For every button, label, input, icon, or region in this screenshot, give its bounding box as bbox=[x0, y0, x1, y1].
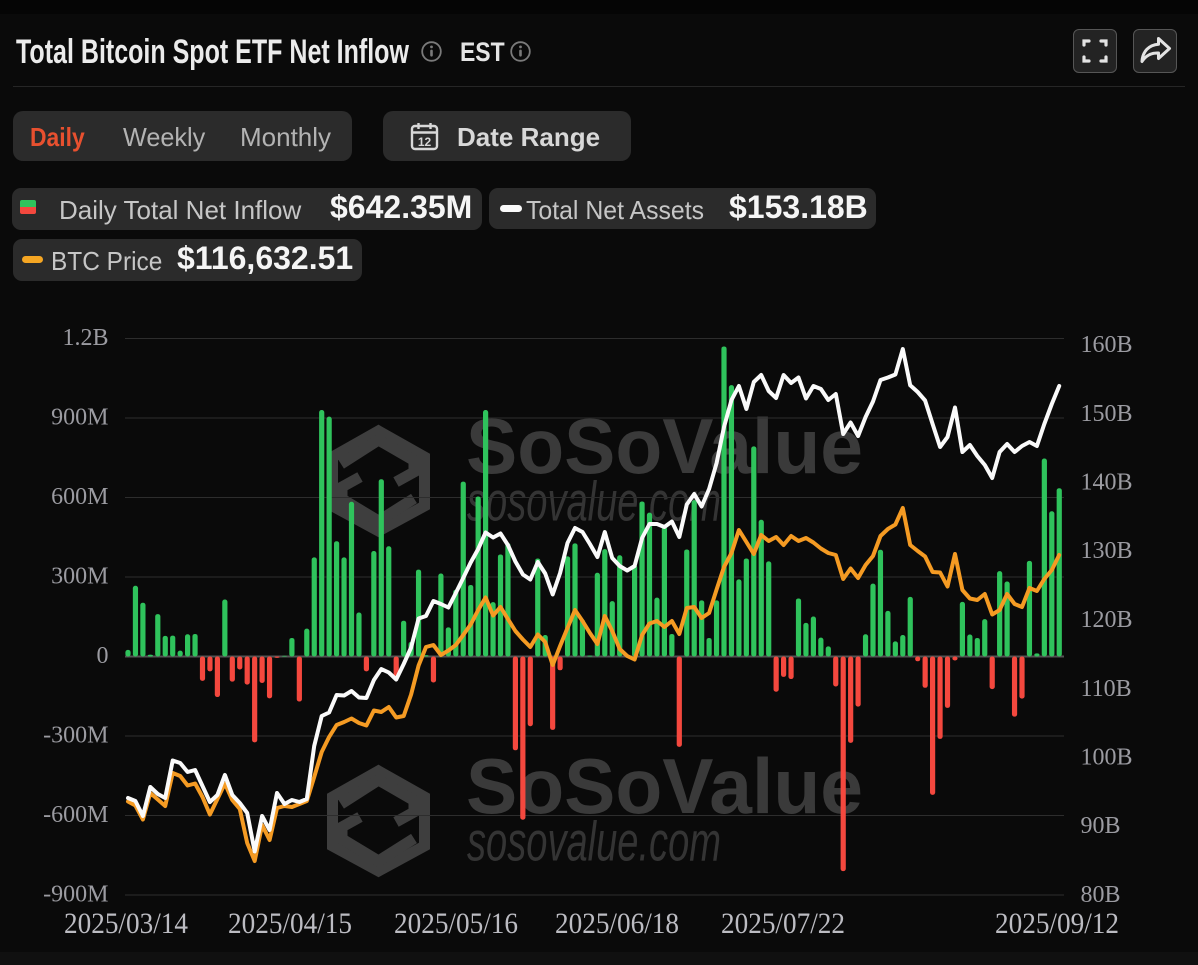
svg-text:-600M: -600M bbox=[43, 802, 108, 828]
svg-text:SoSoValue: SoSoValue bbox=[466, 402, 863, 490]
svg-text:2025/04/15: 2025/04/15 bbox=[228, 907, 352, 940]
svg-text:300M: 300M bbox=[51, 564, 108, 590]
svg-text:140B: 140B bbox=[1081, 470, 1133, 496]
svg-text:12: 12 bbox=[418, 135, 432, 149]
svg-text:150B: 150B bbox=[1081, 401, 1133, 427]
svg-text:900M: 900M bbox=[51, 405, 108, 431]
svg-text:2025/05/16: 2025/05/16 bbox=[394, 907, 518, 940]
svg-text:600M: 600M bbox=[51, 484, 108, 510]
svg-text:-300M: -300M bbox=[43, 723, 108, 749]
svg-text:90B: 90B bbox=[1081, 813, 1121, 839]
svg-text:-900M: -900M bbox=[43, 882, 108, 908]
svg-text:100B: 100B bbox=[1081, 745, 1133, 771]
svg-text:sosovalue.com: sosovalue.com bbox=[467, 810, 721, 873]
svg-text:2025/09/12: 2025/09/12 bbox=[995, 907, 1119, 940]
svg-text:0: 0 bbox=[97, 643, 109, 669]
svg-text:160B: 160B bbox=[1081, 332, 1133, 358]
svg-text:120B: 120B bbox=[1081, 607, 1133, 633]
svg-text:sosovalue.com: sosovalue.com bbox=[467, 470, 721, 533]
svg-text:130B: 130B bbox=[1081, 538, 1133, 564]
svg-text:2025/03/14: 2025/03/14 bbox=[64, 907, 188, 940]
svg-text:80B: 80B bbox=[1081, 882, 1121, 908]
svg-text:1.2B: 1.2B bbox=[62, 325, 108, 351]
svg-text:2025/07/22: 2025/07/22 bbox=[721, 907, 845, 940]
svg-text:2025/06/18: 2025/06/18 bbox=[555, 907, 679, 940]
svg-text:110B: 110B bbox=[1081, 676, 1132, 702]
